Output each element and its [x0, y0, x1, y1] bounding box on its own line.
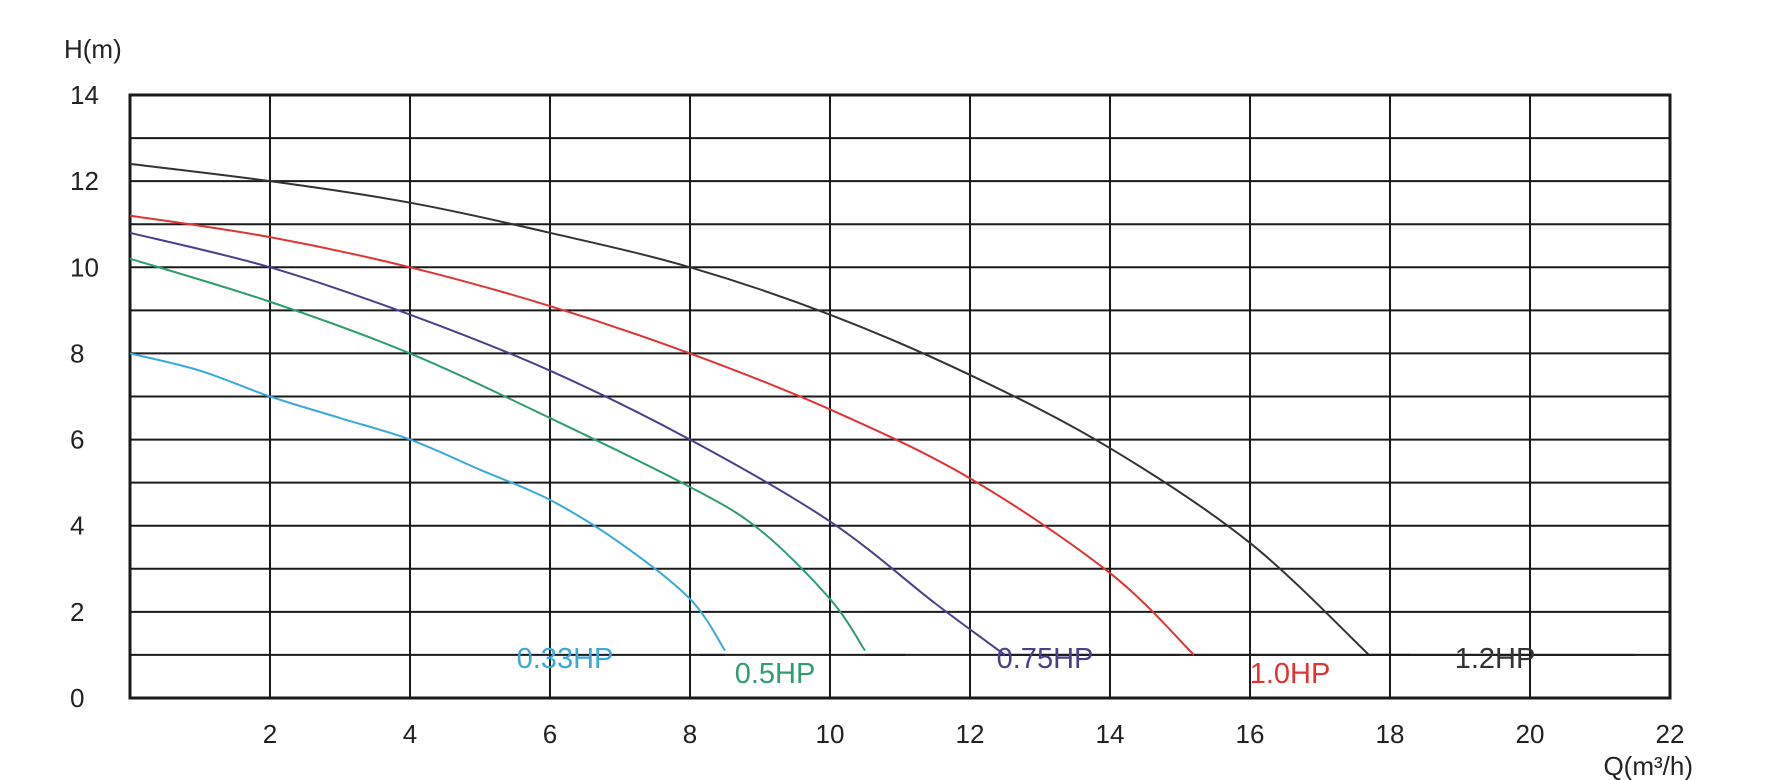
- x-tick-label: 14: [1096, 719, 1125, 749]
- y-tick-label: 14: [70, 80, 99, 110]
- y-tick-label: 8: [70, 338, 84, 368]
- series-label: 1.0HP: [1250, 658, 1331, 690]
- x-tick-label: 18: [1376, 719, 1405, 749]
- y-tick-label: 0: [70, 683, 84, 713]
- series-label: 0.75HP: [997, 643, 1094, 675]
- x-tick-label: 4: [403, 719, 417, 749]
- series-line-0-33hp: [129, 352, 726, 652]
- tick-labels: 0 2 4 6 8 10 12 14 2 4 6 8 10 12 14 16 18 20 22: [70, 80, 1684, 749]
- series-label: 1.2HP: [1455, 643, 1536, 675]
- series-labels: 0.33HP 0.5HP 0.75HP 1.0HP 1.2HP: [517, 643, 1635, 690]
- series-line-0-75hp: [129, 231, 1006, 656]
- x-tick-label: 20: [1516, 719, 1545, 749]
- y-tick-label: 4: [70, 511, 84, 541]
- x-tick-label: 6: [543, 719, 557, 749]
- series-line-1-0hp: [129, 214, 1195, 656]
- series-line-0-5hp: [129, 257, 866, 652]
- plot-frame: [128, 93, 1672, 700]
- curves: [129, 162, 1370, 656]
- series-line-1-2hp: [129, 162, 1370, 656]
- x-tick-label: 10: [816, 719, 845, 749]
- y-tick-label: 12: [70, 166, 99, 196]
- grid: [128, 93, 1672, 700]
- y-axis-label: H(m): [64, 34, 122, 64]
- x-axis-label: Q(m³/h): [1603, 751, 1693, 780]
- x-tick-label: 16: [1236, 719, 1265, 749]
- series-label: 0.5HP: [735, 658, 816, 690]
- x-tick-label: 12: [956, 719, 985, 749]
- x-tick-label: 2: [263, 719, 277, 749]
- y-tick-label: 6: [70, 425, 84, 455]
- x-tick-label: 22: [1656, 719, 1685, 749]
- series-label: 0.33HP: [517, 643, 614, 675]
- y-tick-label: 2: [70, 597, 84, 627]
- x-tick-label: 8: [683, 719, 697, 749]
- y-tick-label: 10: [70, 252, 99, 282]
